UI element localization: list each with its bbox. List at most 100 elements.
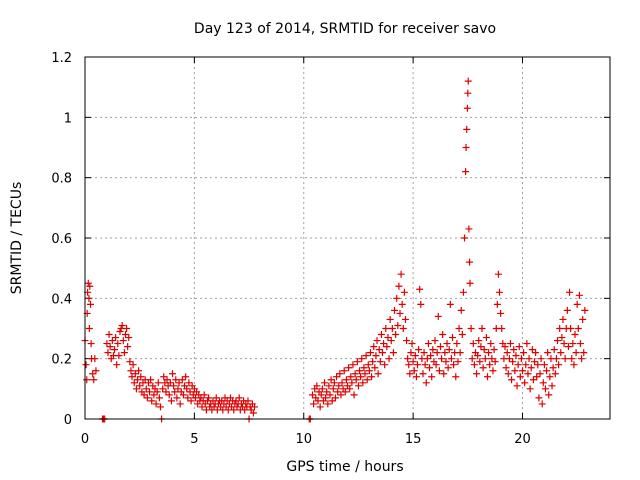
data-point (125, 334, 133, 342)
data-point (183, 385, 191, 393)
data-point (463, 125, 471, 133)
data-point (556, 325, 564, 332)
data-point (549, 364, 557, 372)
data-point (428, 373, 436, 381)
data-point (362, 352, 370, 360)
data-point (112, 334, 120, 342)
data-point (446, 300, 454, 308)
data-point (433, 349, 441, 357)
data-point (482, 334, 490, 342)
data-point (560, 340, 568, 348)
data-point (126, 358, 134, 366)
data-point (531, 358, 539, 366)
plot-frame (84, 56, 611, 420)
data-point (497, 309, 505, 317)
data-point (462, 144, 470, 151)
data-point (399, 325, 407, 332)
data-point (172, 376, 180, 384)
data-point (459, 288, 467, 296)
data-point (134, 376, 141, 384)
data-point (376, 358, 384, 366)
data-point (552, 355, 560, 363)
data-point (435, 367, 443, 375)
data-point (83, 376, 91, 384)
data-point (571, 331, 579, 339)
data-point (496, 288, 504, 296)
data-point (90, 376, 98, 384)
data-point (92, 367, 100, 375)
data-point (554, 337, 561, 345)
data-point (466, 279, 474, 287)
data-point (310, 400, 318, 408)
data-point (519, 367, 526, 375)
data-point (382, 325, 390, 332)
data-point (427, 352, 435, 360)
data-point (407, 349, 415, 357)
data-point (404, 355, 412, 363)
data-point (575, 291, 583, 299)
data-point (341, 388, 349, 396)
data-point (394, 321, 402, 329)
data-point (429, 346, 437, 354)
data-point (475, 337, 483, 345)
data-point (422, 379, 430, 387)
data-point (484, 373, 491, 381)
data-point (140, 391, 148, 399)
data-point (493, 300, 501, 308)
data-point (131, 370, 139, 378)
data-point (526, 385, 534, 393)
data-point (85, 325, 93, 332)
data-point (574, 325, 582, 332)
x-tick-label: 15 (405, 432, 422, 447)
data-point (431, 337, 439, 345)
data-point (568, 355, 576, 363)
y-tick-label: 0.2 (51, 353, 72, 368)
data-point (331, 394, 339, 402)
y-tick-label: 1.2 (51, 51, 72, 66)
data-point (470, 361, 478, 369)
data-point (504, 370, 512, 378)
data-point (474, 352, 482, 360)
data-point (512, 352, 520, 360)
data-point (364, 361, 372, 369)
data-point (136, 382, 144, 390)
data-point (114, 340, 122, 348)
data-point (356, 367, 364, 375)
data-point (175, 379, 183, 387)
data-point (111, 346, 119, 354)
data-point (84, 279, 92, 287)
data-point (555, 361, 563, 369)
data-point (171, 388, 179, 396)
data-point (325, 382, 333, 390)
data-point (447, 355, 455, 363)
data-point (400, 288, 408, 296)
data-point (502, 364, 510, 372)
data-point (86, 282, 94, 290)
data-point (449, 334, 456, 342)
data-point (443, 340, 451, 348)
data-points (81, 77, 589, 423)
data-point (578, 355, 586, 363)
data-point (326, 391, 334, 399)
data-point (361, 370, 369, 378)
data-point (454, 358, 462, 366)
y-tick-label: 0.4 (51, 292, 72, 307)
data-point (510, 346, 518, 354)
data-point (515, 343, 523, 351)
data-point (185, 379, 193, 387)
data-point (118, 321, 126, 329)
data-point (160, 373, 168, 381)
data-point (548, 382, 556, 390)
x-tick-label: 20 (514, 432, 531, 447)
data-point (440, 370, 448, 378)
data-point (477, 343, 485, 351)
data-point (445, 346, 453, 354)
data-point (159, 385, 167, 393)
data-point (377, 331, 385, 339)
data-point (179, 391, 187, 399)
data-point (543, 367, 551, 375)
data-point (467, 325, 475, 332)
chart-title: Day 123 of 2014, SRMTID for receiver sav… (194, 21, 496, 37)
data-point (387, 337, 395, 345)
data-point (127, 367, 135, 375)
